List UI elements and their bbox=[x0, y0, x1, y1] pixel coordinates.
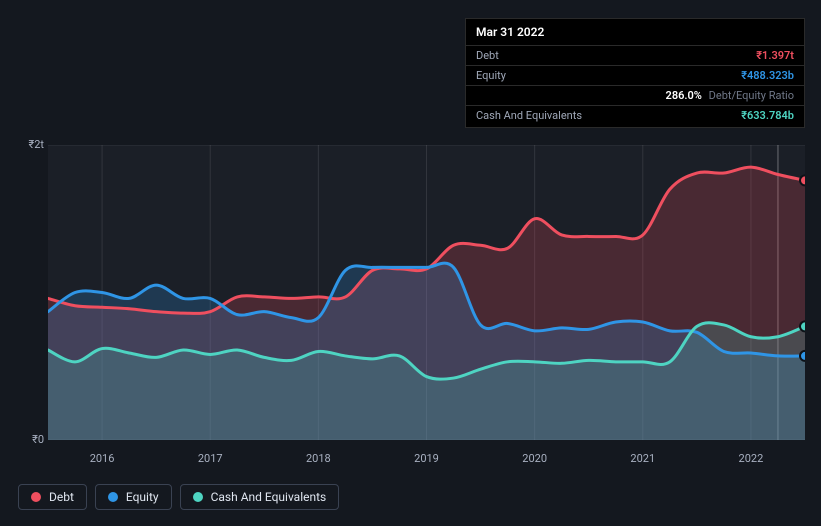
tooltip-row-value: ₹1.397t bbox=[756, 49, 794, 62]
x-axis-tick-label: 2022 bbox=[739, 452, 764, 465]
legend-swatch-icon bbox=[31, 492, 41, 502]
tooltip-row-debt: Debt ₹1.397t bbox=[466, 45, 804, 65]
tooltip-row-label: Equity bbox=[476, 69, 506, 82]
legend-swatch-icon bbox=[108, 492, 118, 502]
x-axis-tick-label: 2019 bbox=[414, 452, 439, 465]
legend-item-cash[interactable]: Cash And Equivalents bbox=[180, 484, 340, 510]
x-axis-tick-label: 2021 bbox=[630, 452, 655, 465]
tooltip-title: Mar 31 2022 bbox=[466, 21, 804, 45]
legend-label: Equity bbox=[126, 490, 159, 504]
chart-tooltip: Mar 31 2022 Debt ₹1.397t Equity ₹488.323b 28… bbox=[465, 18, 805, 128]
series-end-marker-cash bbox=[800, 321, 805, 331]
legend-label: Cash And Equivalents bbox=[211, 490, 327, 504]
tooltip-row-value: ₹633.784b bbox=[741, 109, 794, 122]
tooltip-row-value: 286.0% Debt/Equity Ratio bbox=[666, 89, 794, 102]
tooltip-row-label: Cash And Equivalents bbox=[476, 109, 582, 122]
x-axis-tick-label: 2017 bbox=[198, 452, 223, 465]
tooltip-row-ratio: 286.0% Debt/Equity Ratio bbox=[466, 85, 804, 105]
legend-label: Debt bbox=[49, 490, 74, 504]
x-axis-tick-label: 2018 bbox=[306, 452, 331, 465]
legend-swatch-icon bbox=[193, 492, 203, 502]
area-line-chart[interactable] bbox=[48, 145, 805, 440]
series-end-marker-debt bbox=[800, 175, 805, 185]
y-axis-tick-label: ₹0 bbox=[32, 433, 44, 446]
series-end-marker-equity bbox=[800, 351, 805, 361]
legend-item-debt[interactable]: Debt bbox=[18, 484, 87, 510]
tooltip-row-value: ₹488.323b bbox=[741, 69, 794, 82]
legend: Debt Equity Cash And Equivalents bbox=[18, 484, 339, 510]
tooltip-row-equity: Equity ₹488.323b bbox=[466, 65, 804, 85]
x-axis-tick-label: 2020 bbox=[522, 452, 547, 465]
legend-item-equity[interactable]: Equity bbox=[95, 484, 172, 510]
y-axis-tick-label: ₹2t bbox=[29, 138, 44, 151]
tooltip-row-cash: Cash And Equivalents ₹633.784b bbox=[466, 105, 804, 125]
x-axis-tick-label: 2016 bbox=[90, 452, 115, 465]
tooltip-row-label: Debt bbox=[476, 49, 499, 62]
